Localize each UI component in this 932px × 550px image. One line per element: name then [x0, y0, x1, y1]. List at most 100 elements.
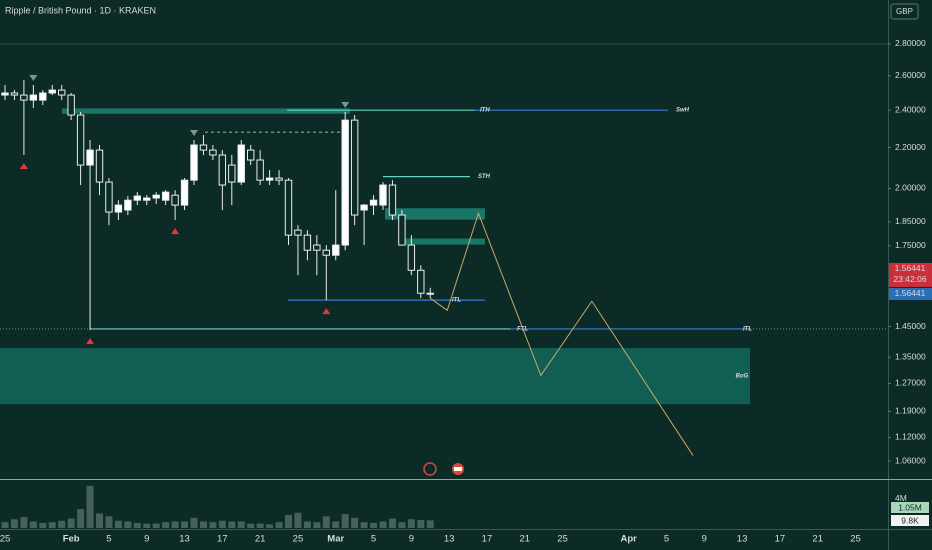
- volume-bar: [256, 523, 264, 528]
- volume-bar: [341, 514, 349, 528]
- volume-bar: [360, 522, 368, 528]
- candle-body: [199, 144, 208, 151]
- candle-body: [58, 89, 66, 96]
- zone-label: BoG: [736, 374, 749, 380]
- candle-body: [341, 119, 349, 246]
- volume-bar: [266, 524, 274, 528]
- volume-bar: [218, 520, 226, 528]
- event-icon-detail: [454, 467, 462, 471]
- volume-bar: [294, 512, 302, 528]
- volume-bar: [105, 516, 113, 528]
- volume-bar: [370, 522, 378, 528]
- volume-bar: [407, 519, 415, 528]
- volume-bar: [303, 521, 311, 528]
- volume-bar: [313, 522, 321, 528]
- candle-body: [350, 119, 359, 216]
- volume-bar: [228, 521, 236, 528]
- projection-path: [429, 211, 694, 456]
- volume-bar: [426, 520, 434, 528]
- x-tick-label: Apr: [621, 534, 638, 545]
- pivot-low-marker: [86, 338, 95, 345]
- y-tick-label: 2.20000: [895, 142, 926, 152]
- volume-bar: [133, 522, 141, 528]
- x-tick-label: 17: [482, 534, 493, 545]
- volume-bar: [29, 521, 37, 528]
- volume-bar: [152, 523, 160, 528]
- candle-body: [398, 214, 406, 246]
- x-tick-label: 17: [775, 534, 786, 545]
- volume-bar: [209, 522, 217, 528]
- volume-bar: [86, 485, 94, 528]
- zone: [0, 348, 750, 405]
- candle-body: [114, 204, 123, 213]
- volume-bar: [285, 514, 292, 528]
- pivot-high-marker: [29, 74, 38, 81]
- y-tick-label: 2.40000: [895, 104, 926, 114]
- level-label: ITL: [743, 326, 752, 332]
- y-tick-label: 1.27000: [895, 378, 926, 388]
- candle-body: [228, 164, 236, 183]
- volume-bar: [1, 522, 9, 528]
- x-tick-label: 21: [812, 534, 823, 545]
- y-tick-label: 1.12000: [895, 432, 926, 442]
- x-tick-label: 17: [217, 534, 228, 545]
- candle-body: [209, 149, 217, 156]
- candle-body: [95, 149, 104, 183]
- zone: [385, 208, 485, 220]
- pivot-low-marker: [322, 308, 331, 315]
- y-tick-label: 2.60000: [895, 70, 926, 80]
- x-tick-label: 25: [557, 534, 568, 545]
- candle-body: [29, 94, 38, 101]
- candle-body: [133, 195, 142, 201]
- candle-body: [86, 149, 94, 166]
- zone: [62, 108, 350, 114]
- volume-bar: [199, 521, 207, 528]
- pivot-high-marker: [341, 101, 350, 108]
- y-tick-label: 1.45000: [895, 321, 926, 331]
- volume-bar: [20, 517, 28, 528]
- candle-body: [322, 249, 331, 256]
- x-tick-label: 21: [519, 534, 530, 545]
- volume-bar: [190, 517, 198, 528]
- candle-body: [180, 179, 189, 206]
- pivot-low-marker: [171, 228, 180, 235]
- last-price-label: 1.56441: [895, 263, 926, 273]
- volume-bar: [58, 520, 66, 528]
- level-label: STH: [478, 174, 491, 180]
- volume-bar: [96, 513, 103, 528]
- candle-body: [275, 177, 283, 181]
- chart-title: Ripple / British Pound · 1D · KRAKEN: [5, 5, 156, 15]
- candle-body: [152, 194, 160, 199]
- x-tick-label: 13: [179, 534, 190, 545]
- countdown-label: 23:42:06: [893, 274, 926, 284]
- volume-bar: [48, 522, 56, 528]
- candle-body: [48, 89, 56, 94]
- volume-bar: [237, 521, 245, 528]
- level-label: SwH: [676, 108, 690, 114]
- level-label: ITH: [480, 108, 490, 114]
- volume-bar: [162, 522, 170, 528]
- volume-bar: [39, 522, 47, 528]
- candle-body: [76, 114, 85, 166]
- level-label: ITL: [452, 298, 461, 304]
- y-tick-label: 1.35000: [895, 351, 926, 361]
- volume-bar: [143, 523, 151, 528]
- volume-bar: [77, 509, 85, 528]
- candle-body: [143, 197, 151, 201]
- volume-ma-label: 9.8K: [901, 515, 919, 525]
- x-tick-label: 5: [106, 534, 111, 545]
- candle-body: [332, 244, 340, 256]
- currency-badge[interactable]: [890, 3, 919, 20]
- event-icon[interactable]: [423, 462, 437, 476]
- x-tick-label: 13: [737, 534, 748, 545]
- x-tick-label: 13: [444, 534, 455, 545]
- candle-body: [67, 94, 75, 116]
- volume-bar: [114, 520, 122, 528]
- candle-body: [161, 191, 170, 201]
- volume-label: 1.05M: [898, 502, 922, 512]
- volume-bar: [275, 522, 283, 528]
- y-tick-label: 1.19000: [895, 406, 926, 416]
